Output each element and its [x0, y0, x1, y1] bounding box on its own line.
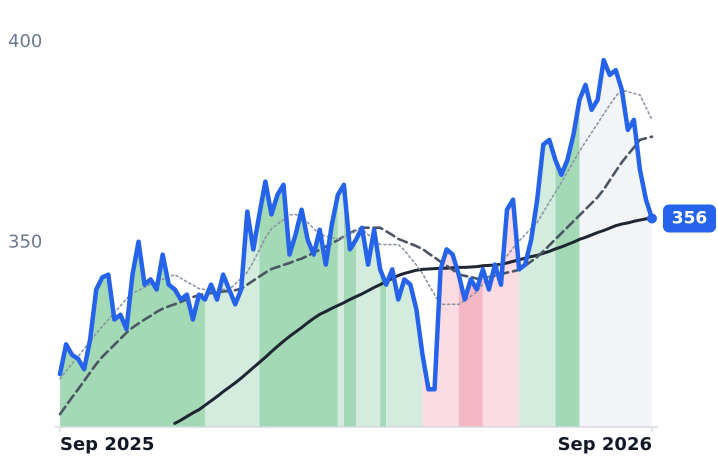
- zone-area: [482, 199, 520, 427]
- zone-area: [579, 60, 652, 428]
- zone-area: [386, 269, 423, 427]
- zone-area: [356, 227, 381, 427]
- x-tick-label: Sep 2025: [60, 434, 154, 455]
- zone-area: [60, 241, 205, 427]
- zone-area: [555, 99, 580, 427]
- y-tick-label: 400: [8, 31, 42, 52]
- labels: 350 400 Sep 2025 Sep 2026 356: [8, 31, 716, 455]
- lines: [57, 57, 655, 425]
- zone-area: [337, 184, 344, 427]
- y-tick-label: 350: [8, 232, 42, 253]
- last-price-label: 356: [672, 208, 708, 228]
- zone-area: [458, 269, 483, 427]
- zone-area: [422, 249, 459, 427]
- zones: [60, 60, 652, 428]
- last-price-dot: [647, 213, 657, 224]
- last-price-badge: [663, 204, 716, 233]
- x-tick-label: Sep 2026: [558, 434, 652, 455]
- zone-area: [519, 139, 556, 427]
- series-line: [57, 57, 655, 392]
- zone-area: [380, 269, 387, 427]
- series-line: [173, 216, 654, 425]
